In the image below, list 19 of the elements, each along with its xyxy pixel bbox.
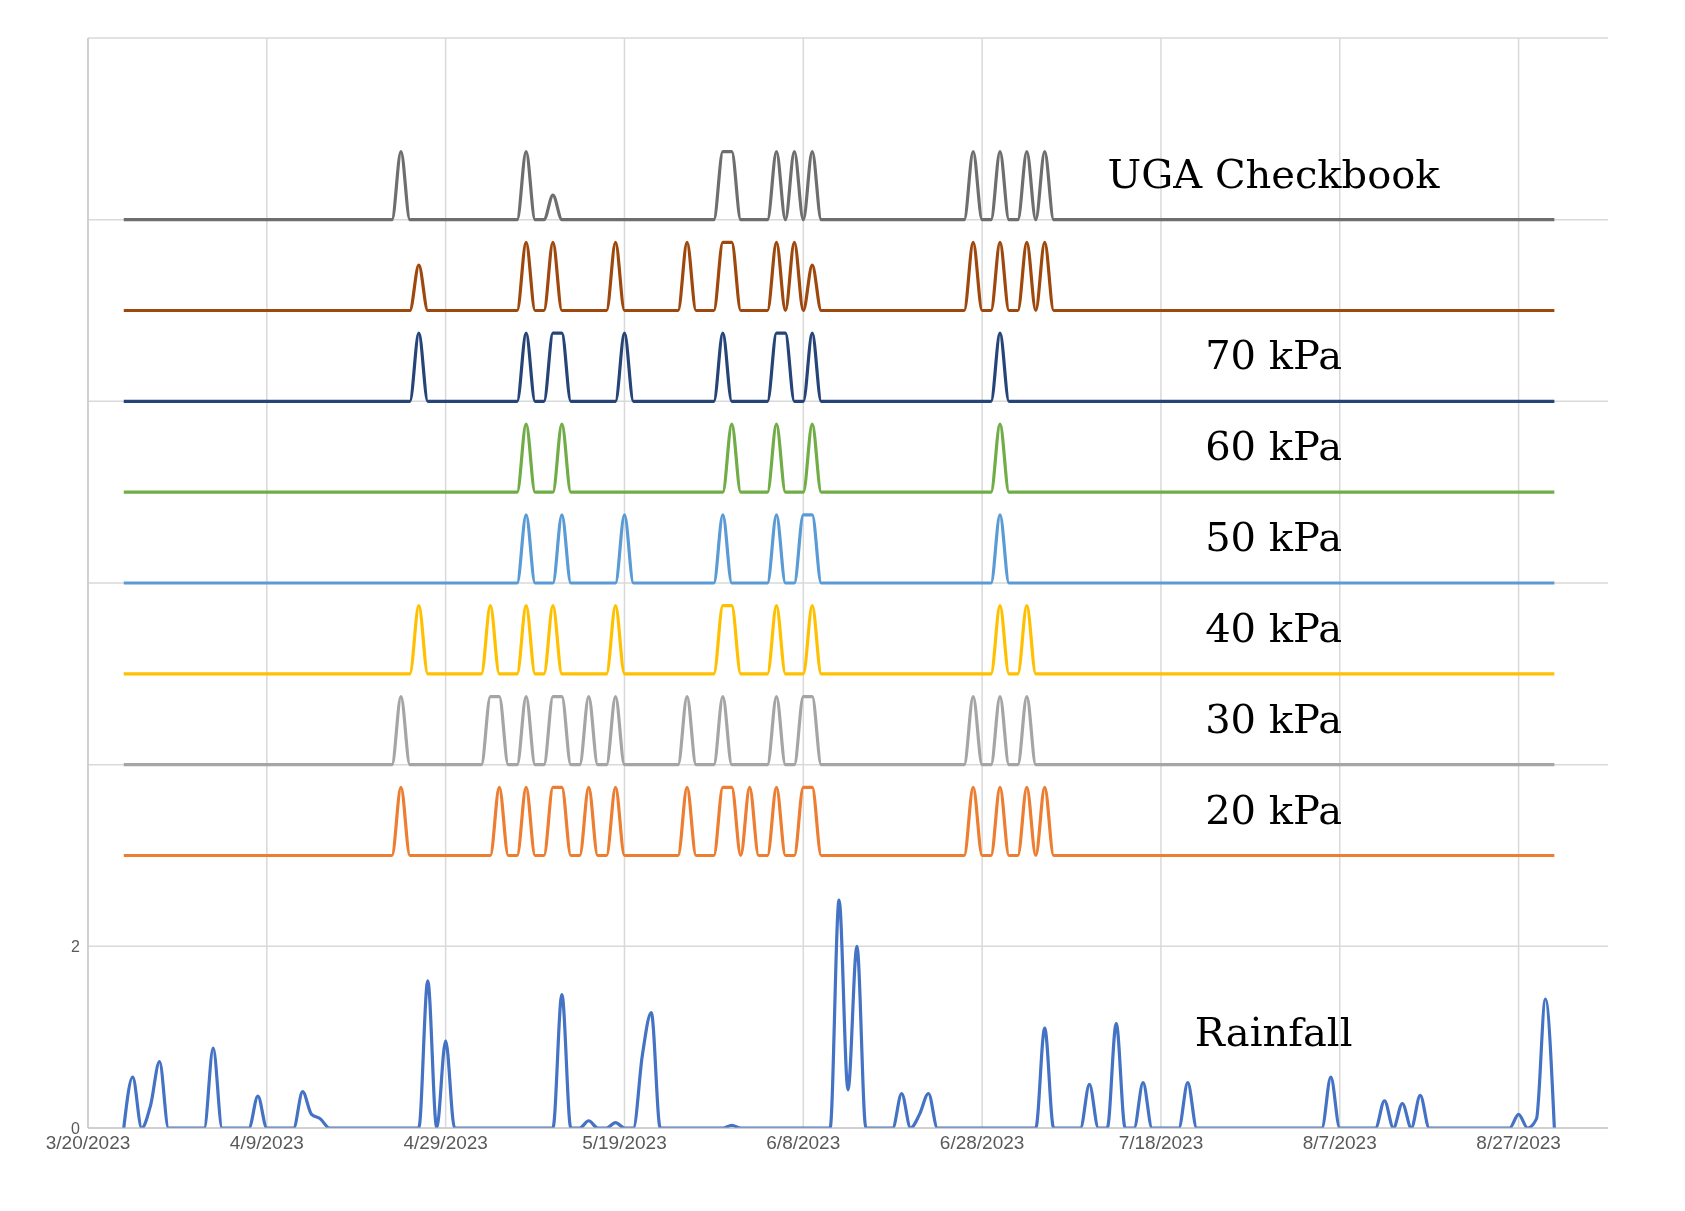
x-tick-label: 7/18/2023 xyxy=(1118,1132,1204,1154)
x-tick-label: 5/19/2023 xyxy=(582,1132,667,1154)
x-tick-label: 6/28/2023 xyxy=(939,1132,1025,1154)
x-tick-label: 6/8/2023 xyxy=(766,1132,841,1154)
series-label: 20 kPa xyxy=(1204,786,1343,833)
series-label: 50 kPa xyxy=(1204,514,1343,561)
x-tick-label: 8/27/2023 xyxy=(1476,1132,1561,1154)
x-tick-label: 8/7/2023 xyxy=(1302,1132,1377,1154)
series-label: Rainfall xyxy=(1193,1008,1354,1055)
series-label: 40 kPa xyxy=(1204,604,1343,651)
x-tick-label: 4/29/2023 xyxy=(403,1132,488,1154)
series-label: 30 kPa xyxy=(1204,695,1343,742)
line-series xyxy=(122,898,1556,1128)
x-tick-label: 4/9/2023 xyxy=(229,1132,304,1154)
series-label: UGA Checkbook xyxy=(1106,150,1441,197)
series-label: 70 kPa xyxy=(1204,332,1343,379)
y-tick-label: 0 xyxy=(71,1119,81,1137)
series-label: 60 kPa xyxy=(1204,423,1343,470)
y-tick-label: 2 xyxy=(71,938,81,956)
